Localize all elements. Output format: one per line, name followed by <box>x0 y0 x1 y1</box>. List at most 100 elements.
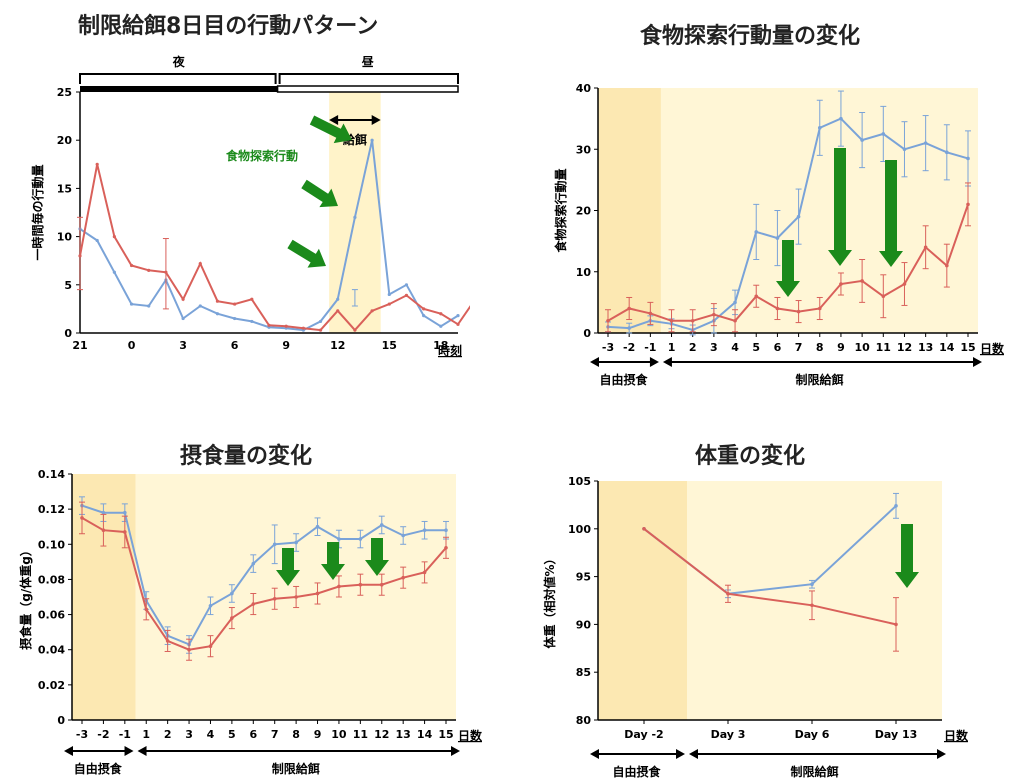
x-tick-label: 6 <box>774 341 782 354</box>
data-point-1 <box>230 616 234 620</box>
panel-weight-change: 体重の変化 80 85 90 95 100 105 Day -2 Day 3 Day 6 Day … <box>510 400 1019 780</box>
x-tick-label: -3 <box>602 341 614 354</box>
x-tick-label: 15 <box>438 728 453 741</box>
data-point-1 <box>80 516 84 520</box>
series-line-0 <box>81 504 446 646</box>
data-point-0 <box>817 126 822 130</box>
x-axis-label: 時刻 <box>438 343 462 358</box>
decrease-arrow <box>276 548 300 586</box>
annotation-label: 食物探索行動 <box>225 148 298 163</box>
restricted-period-arrow-left-head <box>662 357 672 367</box>
x-tick-label: 11 <box>876 341 891 354</box>
data-point-0 <box>894 504 898 508</box>
data-point-1 <box>642 527 646 531</box>
x-tick-label: 6 <box>231 339 239 352</box>
y-tick-label: 90 <box>576 618 592 631</box>
data-point-0 <box>294 540 298 545</box>
ad-lib-label: 自由摂食 <box>599 372 648 387</box>
panel-foraging-change: 食物探索行動量の変化 0 10 20 30 40 -3 -2 -1 1 2 3 4 5 6 7 8 9 10 11 1… <box>510 0 1019 400</box>
data-point-1 <box>318 328 323 332</box>
x-tick-label: Day 13 <box>875 728 918 741</box>
y-axis-label: 食物探索行動量 <box>553 168 568 253</box>
data-point-1 <box>233 302 237 306</box>
data-point-1 <box>456 322 460 326</box>
data-point-1 <box>690 318 695 323</box>
x-tick-label: 3 <box>179 339 187 352</box>
data-point-0 <box>370 138 374 142</box>
y-axis-label: 摂食量（g/体重g） <box>18 544 33 650</box>
data-point-1 <box>123 530 127 534</box>
data-point-0 <box>315 524 320 529</box>
ad-lib-period-shade <box>598 481 687 720</box>
chart-title: 制限給餌8日目の行動パターン <box>78 14 379 39</box>
ad-lib-period-arrow-left-head <box>590 749 599 759</box>
data-point-0 <box>754 230 759 234</box>
y-tick-label: 0 <box>57 714 65 727</box>
ad-lib-period-arrow-right-head <box>124 746 134 756</box>
x-tick-label: 8 <box>816 341 824 354</box>
restricted-label: 制限給餌 <box>790 764 838 779</box>
data-point-1 <box>810 603 814 608</box>
data-point-0 <box>966 156 970 161</box>
data-point-0 <box>112 270 116 274</box>
decrease-arrow <box>321 542 345 580</box>
series-line-1 <box>81 517 447 651</box>
data-point-0 <box>379 523 384 527</box>
x-tick-label: 6 <box>249 728 257 741</box>
series-line-1 <box>79 164 470 332</box>
data-point-0 <box>775 236 780 240</box>
x-tick-label: -3 <box>76 728 88 741</box>
data-point-1 <box>606 318 610 323</box>
x-tick-label: 15 <box>382 339 397 352</box>
ad-lib-period-arrow-right-head <box>649 357 659 367</box>
ad-lib-period-arrow-left-head <box>64 746 73 756</box>
data-point-1 <box>444 546 448 550</box>
data-point-0 <box>456 314 460 318</box>
data-point-1 <box>923 245 928 250</box>
series-line-1 <box>607 204 969 322</box>
data-point-0 <box>439 324 443 328</box>
x-tick-label: 10 <box>331 728 347 741</box>
data-point-0 <box>422 528 427 533</box>
data-point-1 <box>712 312 716 317</box>
y-tick-label: 0.12 <box>38 503 65 516</box>
data-point-1 <box>101 528 106 533</box>
restricted-period-arrow-right-head <box>451 746 460 756</box>
data-point-0 <box>233 316 237 321</box>
data-point-0 <box>181 316 185 321</box>
data-point-0 <box>387 292 391 297</box>
feeding-double-arrow-left-head <box>329 115 339 125</box>
data-point-0 <box>318 319 323 324</box>
x-axis-label: 日数 <box>458 728 483 743</box>
data-point-1 <box>627 306 631 311</box>
night-bracket <box>79 73 277 84</box>
data-point-1 <box>839 282 843 286</box>
x-tick-label: 15 <box>960 341 975 354</box>
data-point-1 <box>129 263 134 268</box>
data-point-0 <box>923 141 928 145</box>
day-bar <box>276 85 459 93</box>
y-axis-label: 体重（相対値%） <box>542 552 557 648</box>
x-tick-label: -2 <box>97 728 109 741</box>
y-tick-label: 20 <box>576 205 592 218</box>
restricted-period-arrow-left-head <box>137 746 147 756</box>
x-tick-label: 2 <box>164 728 172 741</box>
y-tick-label: 10 <box>57 231 73 244</box>
decrease-arrow <box>895 524 919 588</box>
x-tick-label: 3 <box>185 728 193 741</box>
y-tick-label: 85 <box>576 666 591 679</box>
ad-lib-period-arrow-left-head <box>590 357 599 367</box>
x-tick-label: 4 <box>207 728 215 741</box>
y-tick-label: 95 <box>576 571 591 584</box>
data-point-1 <box>894 622 898 627</box>
data-point-1 <box>337 584 341 589</box>
data-point-1 <box>387 302 391 306</box>
y-tick-label: 0.10 <box>38 538 65 551</box>
data-point-0 <box>444 528 448 533</box>
data-point-0 <box>272 542 277 547</box>
data-point-0 <box>796 214 801 219</box>
x-tick-label: 13 <box>396 728 411 741</box>
x-tick-label: 2 <box>689 341 697 354</box>
data-point-1 <box>147 268 151 272</box>
x-tick-label: 9 <box>282 339 290 352</box>
